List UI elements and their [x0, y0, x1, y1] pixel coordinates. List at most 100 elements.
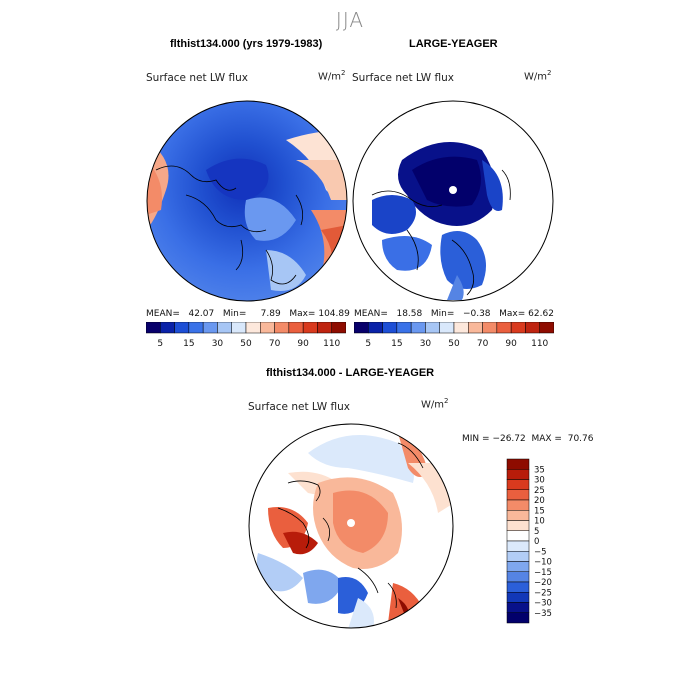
colorbar-tick-label: 110 — [531, 339, 548, 349]
colorbar-swatch — [274, 322, 290, 334]
colorbar-swatch — [396, 322, 412, 334]
colorbar-tick-label: 90 — [505, 339, 517, 349]
colorbar-tick-label: 110 — [323, 339, 340, 349]
panel1-min-value: 7.89 — [260, 309, 281, 319]
colorbar-swatch — [439, 322, 455, 334]
panel1-max-value: 104.89 — [318, 309, 350, 319]
colorbar-tick-label: 15 — [391, 339, 402, 349]
colorbar-swatch — [188, 322, 204, 334]
colorbar-tick-label: 5 — [157, 339, 163, 349]
colorbar-swatch — [506, 510, 530, 521]
colorbar-swatch — [425, 322, 440, 334]
panel1-stats: MEAN= 42.07 Min= 7.89 Max= 104.89 — [146, 309, 350, 319]
colorbar-tick-label: −10 — [534, 558, 552, 568]
panel2-unit: W/m2 — [524, 69, 552, 83]
difference-title: flthist134.000 - LARGE-YEAGER — [266, 367, 435, 379]
colorbar-swatch — [506, 540, 530, 552]
colorbar-swatch — [160, 322, 175, 334]
colorbar-tick-label: −5 — [534, 547, 547, 557]
panel2-colorbar-labels: 51530507090110130 — [365, 339, 548, 349]
colorbar-swatch — [506, 551, 530, 562]
colorbar-tick-label: 20 — [534, 496, 545, 506]
colorbar-swatch — [506, 499, 530, 511]
colorbar-swatch — [539, 322, 554, 334]
colorbar-tick-label: 30 — [534, 476, 545, 486]
colorbar-tick-label: 15 — [183, 339, 194, 349]
colorbar-swatch — [317, 322, 332, 334]
colorbar-swatch — [468, 322, 483, 334]
difference-max-value: 70.76 — [567, 434, 594, 444]
colorbar-swatch — [506, 561, 530, 572]
difference-polar-map — [248, 423, 454, 629]
panel2-max-value: 62.62 — [528, 309, 554, 319]
colorbar-swatch — [245, 322, 261, 334]
colorbar-swatch — [382, 322, 398, 334]
panel1-colorbar — [146, 322, 346, 334]
colorbar-swatch — [506, 489, 530, 501]
colorbar-swatch — [496, 322, 512, 334]
colorbar-tick-label: 0 — [534, 537, 539, 547]
colorbar-swatch — [288, 322, 304, 334]
panel2-min-value: −0.38 — [462, 309, 491, 319]
colorbar-swatch — [231, 322, 247, 334]
colorbar-swatch — [410, 322, 426, 334]
colorbar-tick-label: 35 — [534, 465, 545, 475]
colorbar-tick-label: 90 — [297, 339, 309, 349]
colorbar-swatch — [302, 322, 318, 334]
colorbar-swatch — [331, 322, 346, 334]
difference-unit: W/m2 — [421, 397, 449, 411]
colorbar-swatch — [174, 322, 190, 334]
colorbar-tick-label: 30 — [420, 339, 432, 349]
colorbar-tick-label: 70 — [269, 339, 281, 349]
colorbar-swatch — [506, 602, 530, 613]
panel1-polar-map — [146, 100, 348, 302]
colorbar-swatch — [482, 322, 498, 334]
colorbar-swatch — [506, 581, 530, 593]
colorbar-tick-label: 70 — [477, 339, 489, 349]
panel2-variable-label: Surface net LW flux — [352, 72, 454, 84]
difference-minmax: MIN = −26.72 MAX = 70.76 — [462, 434, 594, 444]
colorbar-tick-label: 25 — [534, 486, 545, 496]
colorbar-swatch — [453, 322, 469, 334]
colorbar-swatch — [510, 322, 526, 334]
colorbar-tick-label: −15 — [534, 568, 552, 578]
panel1-colorbar-labels: 51530507090110130 — [157, 339, 340, 349]
colorbar-swatch — [368, 322, 383, 334]
colorbar-swatch — [506, 469, 530, 480]
panel2-stats: MEAN= 18.58 Min= −0.38 Max= 62.62 — [354, 309, 554, 319]
colorbar-tick-label: 30 — [212, 339, 224, 349]
colorbar-swatch — [217, 322, 232, 334]
season-title: JJA — [335, 8, 365, 32]
colorbar-swatch — [506, 530, 530, 542]
colorbar-swatch — [202, 322, 218, 334]
panel1-title: flthist134.000 (yrs 1979-1983) — [170, 38, 323, 50]
panel1-unit: W/m2 — [318, 69, 346, 83]
colorbar-swatch — [260, 322, 275, 334]
panel1-mean-value: 42.07 — [188, 309, 215, 319]
colorbar-swatch — [506, 520, 530, 531]
colorbar-swatch — [506, 612, 530, 624]
colorbar-swatch — [506, 458, 530, 470]
panel2-polar-map — [352, 100, 554, 302]
panel1-variable-label: Surface net LW flux — [146, 72, 248, 84]
colorbar-swatch — [525, 322, 540, 334]
colorbar-tick-label: 5 — [365, 339, 371, 349]
colorbar-swatch — [506, 592, 530, 603]
colorbar-tick-label: 15 — [534, 506, 545, 516]
panel2-mean-value: 18.58 — [396, 309, 423, 319]
colorbar-swatch — [506, 479, 530, 490]
colorbar-swatch — [506, 571, 530, 583]
colorbar-tick-label: −25 — [534, 588, 552, 598]
colorbar-tick-label: 10 — [534, 517, 545, 527]
colorbar-swatch — [146, 322, 161, 334]
difference-variable-label: Surface net LW flux — [248, 401, 350, 413]
colorbar-tick-label: −35 — [534, 609, 552, 619]
difference-min-value: −26.72 — [492, 434, 526, 444]
panel2-colorbar — [354, 322, 554, 334]
colorbar-tick-label: 5 — [534, 527, 539, 537]
colorbar-tick-label: 50 — [240, 339, 252, 349]
panel2-title: LARGE-YEAGER — [409, 38, 498, 50]
colorbar-tick-label: −20 — [534, 578, 552, 588]
colorbar-tick-label: 50 — [448, 339, 460, 349]
